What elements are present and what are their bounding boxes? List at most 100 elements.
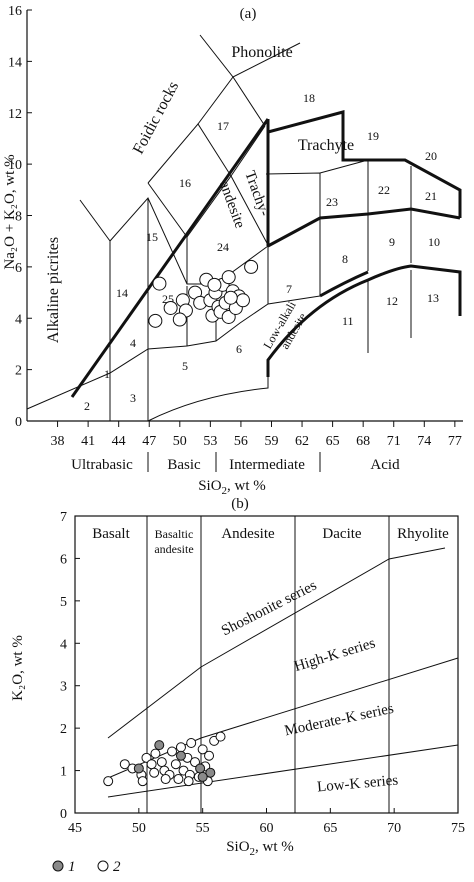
k2o-point-series-1 (197, 771, 208, 782)
k2o-y-tick-label: 1 (60, 765, 67, 780)
k2o-point-series-2 (167, 746, 178, 757)
tas-data-points (148, 259, 259, 328)
field-number-18: 18 (303, 91, 315, 105)
tas-x-tick-label: 77 (448, 434, 462, 449)
tas-x-tick-label: 56 (234, 434, 248, 449)
tas-point (163, 300, 178, 315)
k2o-x-tick-label: 60 (260, 821, 274, 836)
k2o-y-tick-label: 4 (60, 637, 67, 652)
tas-y-tick-label: 8 (15, 210, 22, 225)
k2o-y-tick-label: 5 (60, 595, 67, 610)
k2o-legend: 1 2 (52, 859, 121, 875)
k2o-point-series-2 (173, 774, 184, 785)
field-number-21: 21 (425, 189, 437, 203)
lower-alkali-boundary (26, 295, 321, 410)
k2o-point-series-2 (186, 737, 197, 748)
label-rhyolite: Rhyolite (397, 526, 449, 542)
basalt-lower-curve (147, 377, 269, 422)
group-ultrabasic: Ultrabasic (71, 457, 133, 473)
field-19-bottom (319, 159, 369, 174)
tas-x-tick-label: 44 (112, 434, 126, 449)
tas-x-tick-label: 65 (326, 434, 340, 449)
tas-group-labels: Ultrabasic Basic Intermediate Acid (71, 457, 400, 473)
k2o-point-series-2 (146, 759, 157, 770)
field-number-22: 22 (378, 183, 390, 197)
legend-marker-2 (97, 860, 109, 872)
k2o-point-series-2 (204, 750, 215, 761)
label-basaltic: Basaltic (155, 527, 194, 541)
tas-x-tick-label: 68 (356, 434, 370, 449)
k2o-point-series-1 (133, 763, 144, 774)
field-number-11: 11 (342, 314, 354, 328)
field-number-2: 2 (84, 399, 90, 413)
k2o-x-tick-label: 45 (68, 821, 82, 836)
low-alkali-line (266, 264, 462, 377)
field-16-17 (147, 123, 266, 184)
k2o-x-axis-title: SiO2, wt % (226, 839, 294, 858)
k2o-y-tick-label: 0 (60, 807, 67, 822)
tas-xlabel-main: SiO (198, 478, 222, 494)
tas-point (221, 270, 236, 285)
k2o-x-tick-label: 70 (387, 821, 401, 836)
tas-x-tick-label: 41 (81, 434, 95, 449)
field-number-8: 8 (342, 252, 348, 266)
field-number-6: 6 (236, 342, 242, 356)
tas-y-tick-label: 0 (15, 415, 22, 430)
k2o-y-tick-label: 3 (60, 680, 67, 695)
label-trachyte: Trachyte (298, 137, 354, 154)
tas-point (223, 290, 238, 305)
k2o-point-series-1 (195, 763, 206, 774)
group-basic: Basic (167, 457, 201, 473)
trachyte-upper-line (267, 110, 462, 218)
label-moderate-k-series: Moderate-K series (283, 701, 395, 740)
low-k-boundary (107, 744, 459, 798)
k2o-data-points (103, 731, 226, 787)
label-basalt: Basalt (92, 526, 130, 542)
k2o-point-series-2 (170, 759, 181, 770)
tas-x-tick-label: 38 (51, 434, 65, 449)
tas-x-tick-label: 53 (203, 434, 217, 449)
label-high-k-series: High-K series (292, 635, 377, 675)
k2o-y-tick-label: 7 (60, 510, 67, 525)
k2o-point-series-2 (183, 776, 194, 787)
k2o-x-ticks: 45 50 55 60 65 70 75 (68, 808, 465, 836)
acid-middle-curve (319, 270, 369, 298)
k2o-y-axis-title: K₂O, wt % (10, 635, 26, 701)
tas-y-tick-label: 6 (15, 261, 22, 276)
tas-xlabel-sub: 2 (222, 485, 228, 497)
field-number-4: 4 (130, 336, 136, 350)
k2o-x-tick-label: 65 (323, 821, 337, 836)
tas-y-tick-label: 14 (8, 55, 22, 70)
k2o-x-tick-label: 75 (451, 821, 465, 836)
field-number-20: 20 (425, 149, 437, 163)
tas-point (148, 313, 163, 328)
field-number-3: 3 (130, 391, 136, 405)
k2o-point-series-2 (156, 757, 167, 768)
field-number-14: 14 (116, 286, 128, 300)
k2o-xlabel-tail: , wt % (255, 839, 294, 855)
k2o-x-tick-label: 55 (196, 821, 210, 836)
label-dacite: Dacite (322, 526, 361, 542)
tas-y-tick-label: 4 (15, 312, 22, 327)
tas-x-ticks: 38 41 44 47 50 53 56 59 62 65 68 71 74 77 (51, 421, 462, 449)
k2o-point-series-2 (150, 748, 161, 759)
shoshonite-boundary (107, 547, 446, 739)
tas-x-tick-label: 62 (295, 434, 309, 449)
label-andesite: andesite (216, 179, 248, 231)
panel-a-label: (a) (240, 6, 257, 22)
tas-y-tick-label: 16 (8, 4, 22, 19)
k2o-point-series-2 (175, 742, 186, 753)
k2o-series-labels: Shoshonite series High-K series Moderate… (219, 577, 399, 795)
panel-b-label: (b) (231, 496, 249, 512)
field-number-13: 13 (427, 291, 439, 305)
label-andesite-b: Andesite (221, 526, 275, 542)
field-number-10: 10 (428, 235, 440, 249)
k2o-x-tick-label: 50 (132, 821, 146, 836)
k2o-y-tick-label: 2 (60, 722, 67, 737)
k2o-y-ticks: 0 1 2 3 4 5 6 7 (60, 510, 80, 822)
k2o-point-series-2 (215, 731, 226, 742)
phonolite-field (199, 34, 301, 78)
k2o-point-series-2 (137, 776, 148, 787)
